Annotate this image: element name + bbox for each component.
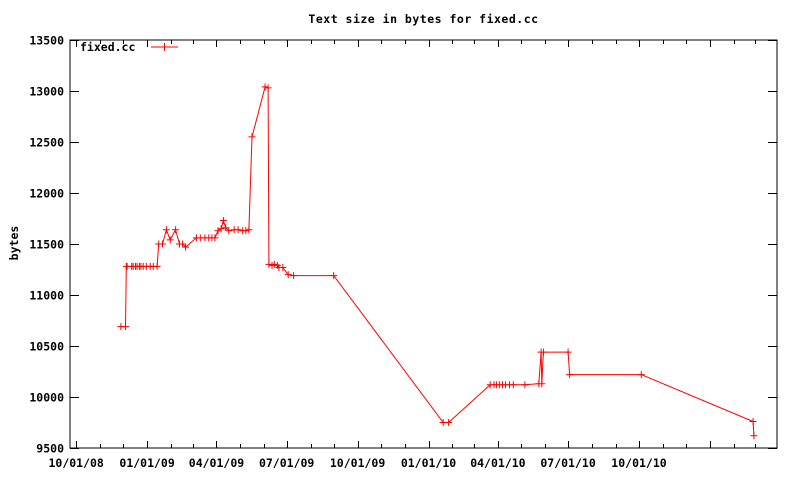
x-tick-label: 07/01/09 [259,456,314,470]
y-tick-label: 13500 [29,34,64,48]
x-tick-label: 07/01/10 [540,456,595,470]
y-tick-label: 12500 [29,136,64,150]
x-tick-label: 01/01/09 [119,456,174,470]
chart-title: Text size in bytes for fixed.cc [308,12,539,26]
y-tick-label: 11000 [29,289,64,303]
x-tick-label: 04/01/09 [189,456,244,470]
x-tick-label: 10/01/10 [611,456,666,470]
y-tick-label: 9500 [36,442,64,456]
y-tick-label: 11500 [29,238,64,252]
y-tick-label: 10000 [29,391,64,405]
x-tick-label: 04/01/10 [470,456,525,470]
legend-line-sample [151,43,178,51]
data-polyline [120,86,755,436]
data-point-markers [117,83,758,440]
x-tick-label: 10/01/09 [330,456,385,470]
y-tick-label: 12000 [29,187,64,201]
x-tick-label: 01/01/10 [401,456,456,470]
x-tick-label: 10/01/08 [48,456,103,470]
y-tick-label: 10500 [29,340,64,354]
legend-series-label: fixed.cc [80,40,136,54]
y-tick-label: 13000 [29,85,64,99]
